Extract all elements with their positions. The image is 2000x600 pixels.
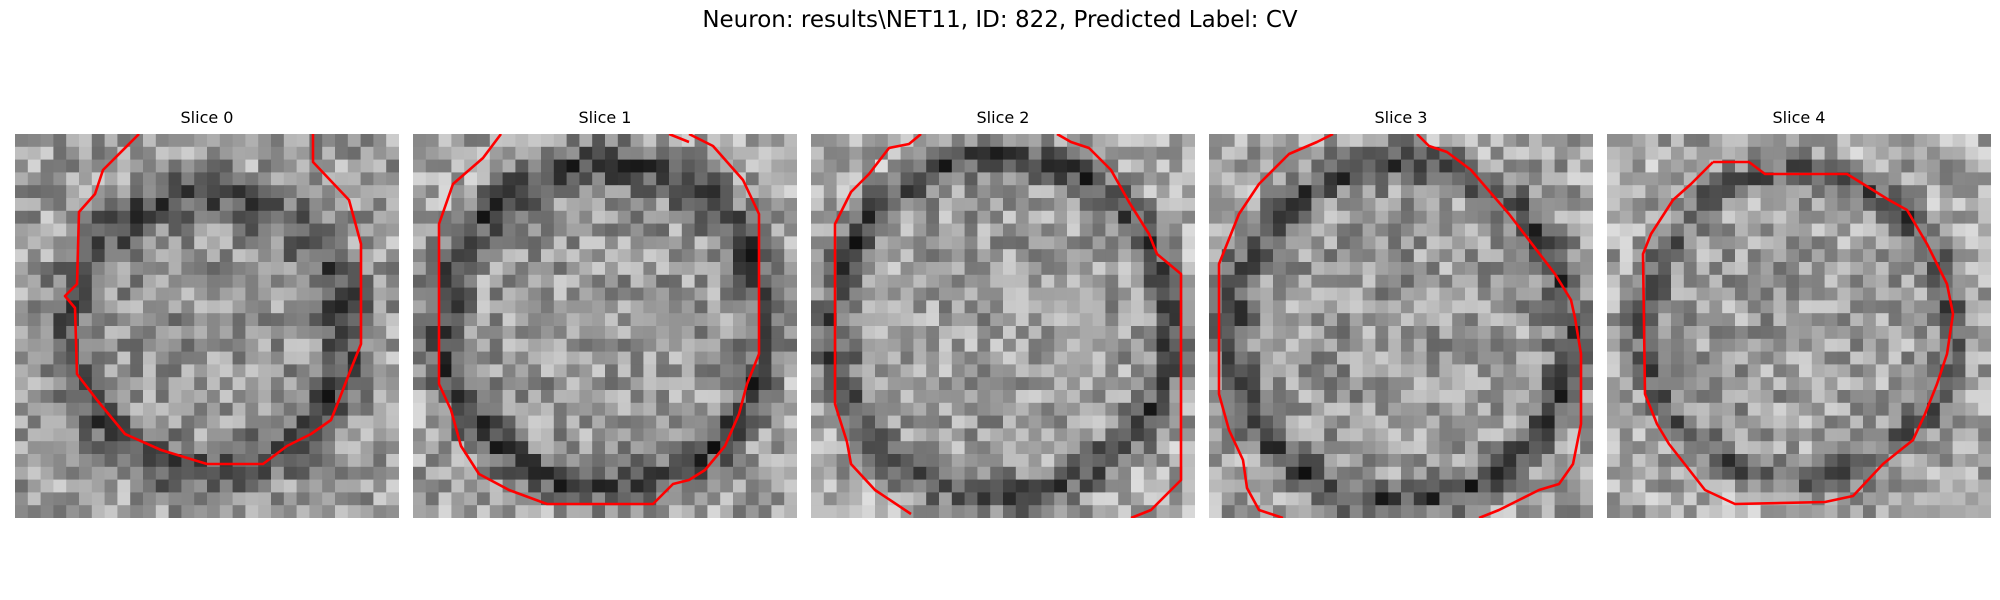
- slice-image-1: [413, 134, 797, 518]
- contour-line: [668, 134, 690, 144]
- slice-panel-2: Slice 2: [811, 108, 1195, 518]
- slice-panel-1: Slice 1: [413, 108, 797, 518]
- contour-line: [833, 134, 922, 516]
- contour-line: [63, 134, 363, 466]
- slice-title-0: Slice 0: [180, 108, 234, 127]
- slice-panel-3: Slice 3: [1209, 108, 1593, 518]
- contour-line: [1641, 160, 1955, 506]
- contour-line: [437, 134, 761, 506]
- slice-title-2: Slice 2: [976, 108, 1030, 127]
- slice-panel-4: Slice 4: [1607, 108, 1991, 518]
- slice-image-4: [1607, 134, 1991, 518]
- slice-image-0: [15, 134, 399, 518]
- figure-title: Neuron: results\NET11, ID: 822, Predicte…: [702, 7, 1298, 33]
- slice-image-2: [811, 134, 1195, 518]
- slice-title-4: Slice 4: [1772, 108, 1826, 127]
- slice-title-1: Slice 1: [578, 108, 632, 127]
- contour-line: [1416, 134, 1583, 518]
- contour-line: [1056, 134, 1183, 518]
- slice-title-3: Slice 3: [1374, 108, 1428, 127]
- slice-panel-0: Slice 0: [15, 108, 399, 518]
- contour-line: [1217, 134, 1334, 518]
- slice-image-3: [1209, 134, 1593, 518]
